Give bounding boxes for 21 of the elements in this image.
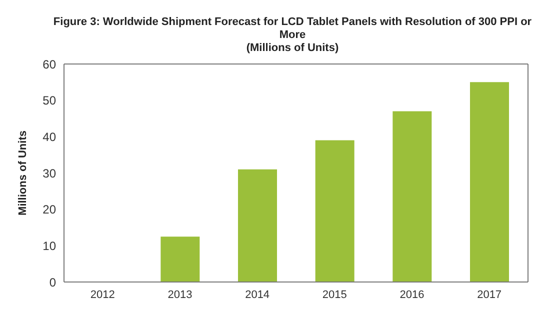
bar — [315, 140, 354, 282]
x-tick-label: 2017 — [477, 288, 502, 301]
y-tick-label: 30 — [42, 166, 56, 180]
y-tick-label: 20 — [42, 202, 56, 217]
x-tick-label: 2016 — [400, 288, 424, 301]
y-tick-label: 50 — [42, 94, 56, 108]
bar — [392, 111, 432, 282]
bar — [238, 169, 277, 282]
x-tick-label: 2015 — [322, 288, 347, 301]
chart-subtitle: (Millions of Units) — [245, 42, 340, 55]
y-axis-title: Millions of Units — [16, 130, 29, 216]
y-tick-label: 60 — [42, 57, 56, 72]
y-tick-label: 40 — [42, 130, 56, 144]
chart-title: Figure 3: Worldwide Shipment Forecast for LCD Tablet Panels with Resolution of 300 PPI or More — [52, 16, 533, 42]
x-tick-label: 2012 — [90, 288, 115, 301]
bar — [470, 82, 509, 282]
bar — [160, 236, 200, 282]
y-tick-label: 10 — [42, 238, 56, 253]
x-tick-label: 2014 — [245, 288, 270, 301]
x-tick-label: 2013 — [168, 288, 192, 301]
y-tick-label: 0 — [49, 275, 56, 290]
